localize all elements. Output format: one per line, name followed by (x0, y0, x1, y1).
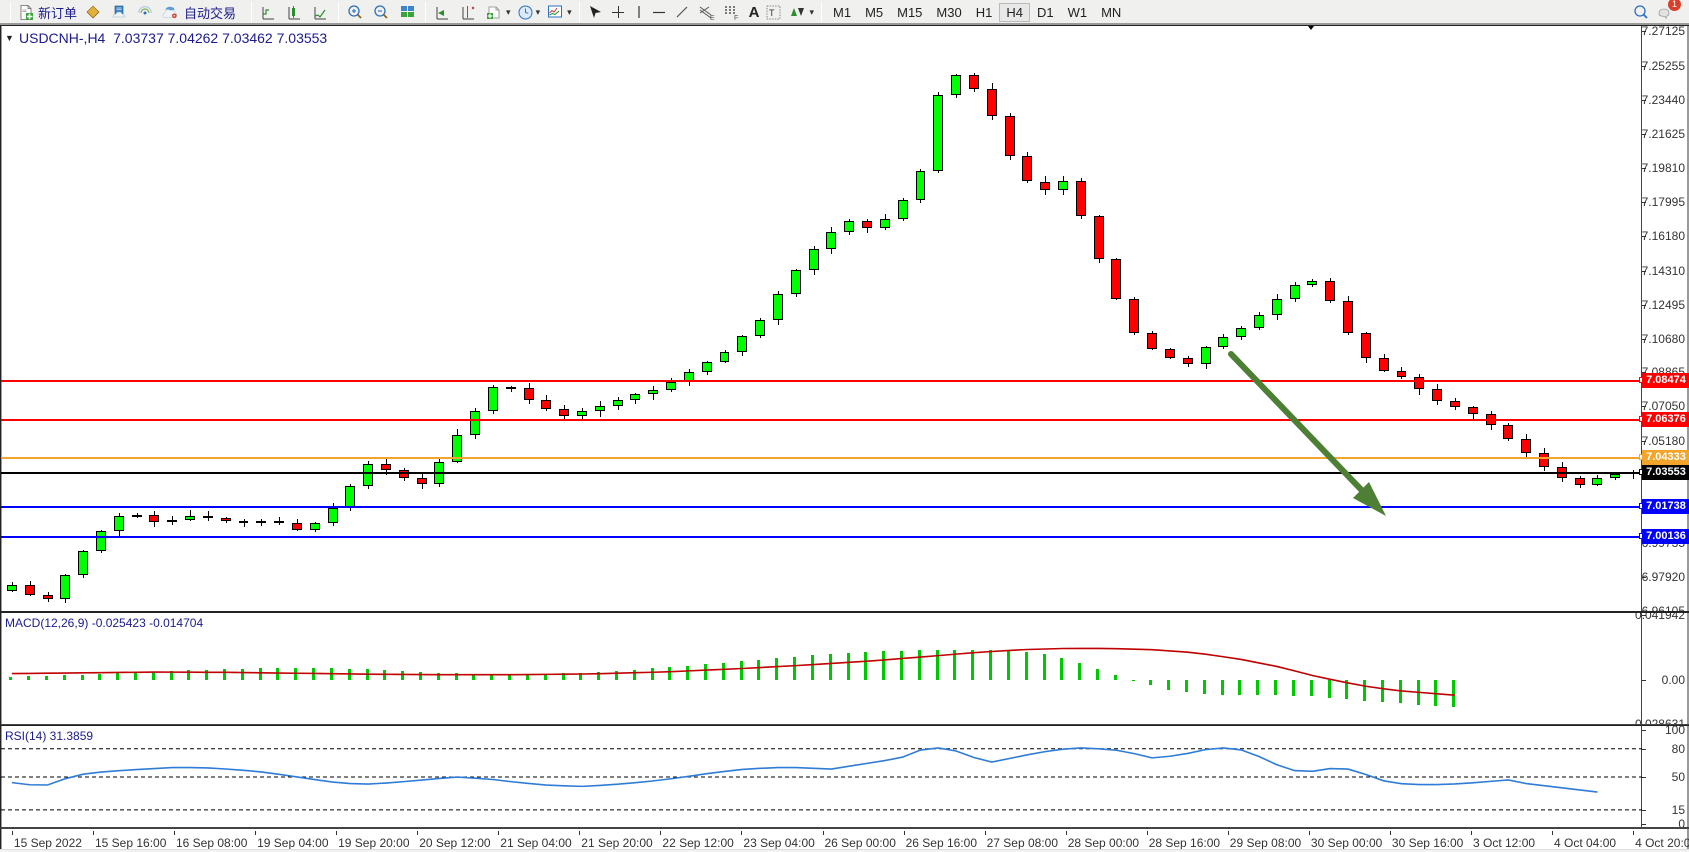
svg-text:F: F (734, 15, 738, 21)
svg-text:E: E (710, 15, 715, 21)
svg-text:T: T (769, 8, 775, 18)
